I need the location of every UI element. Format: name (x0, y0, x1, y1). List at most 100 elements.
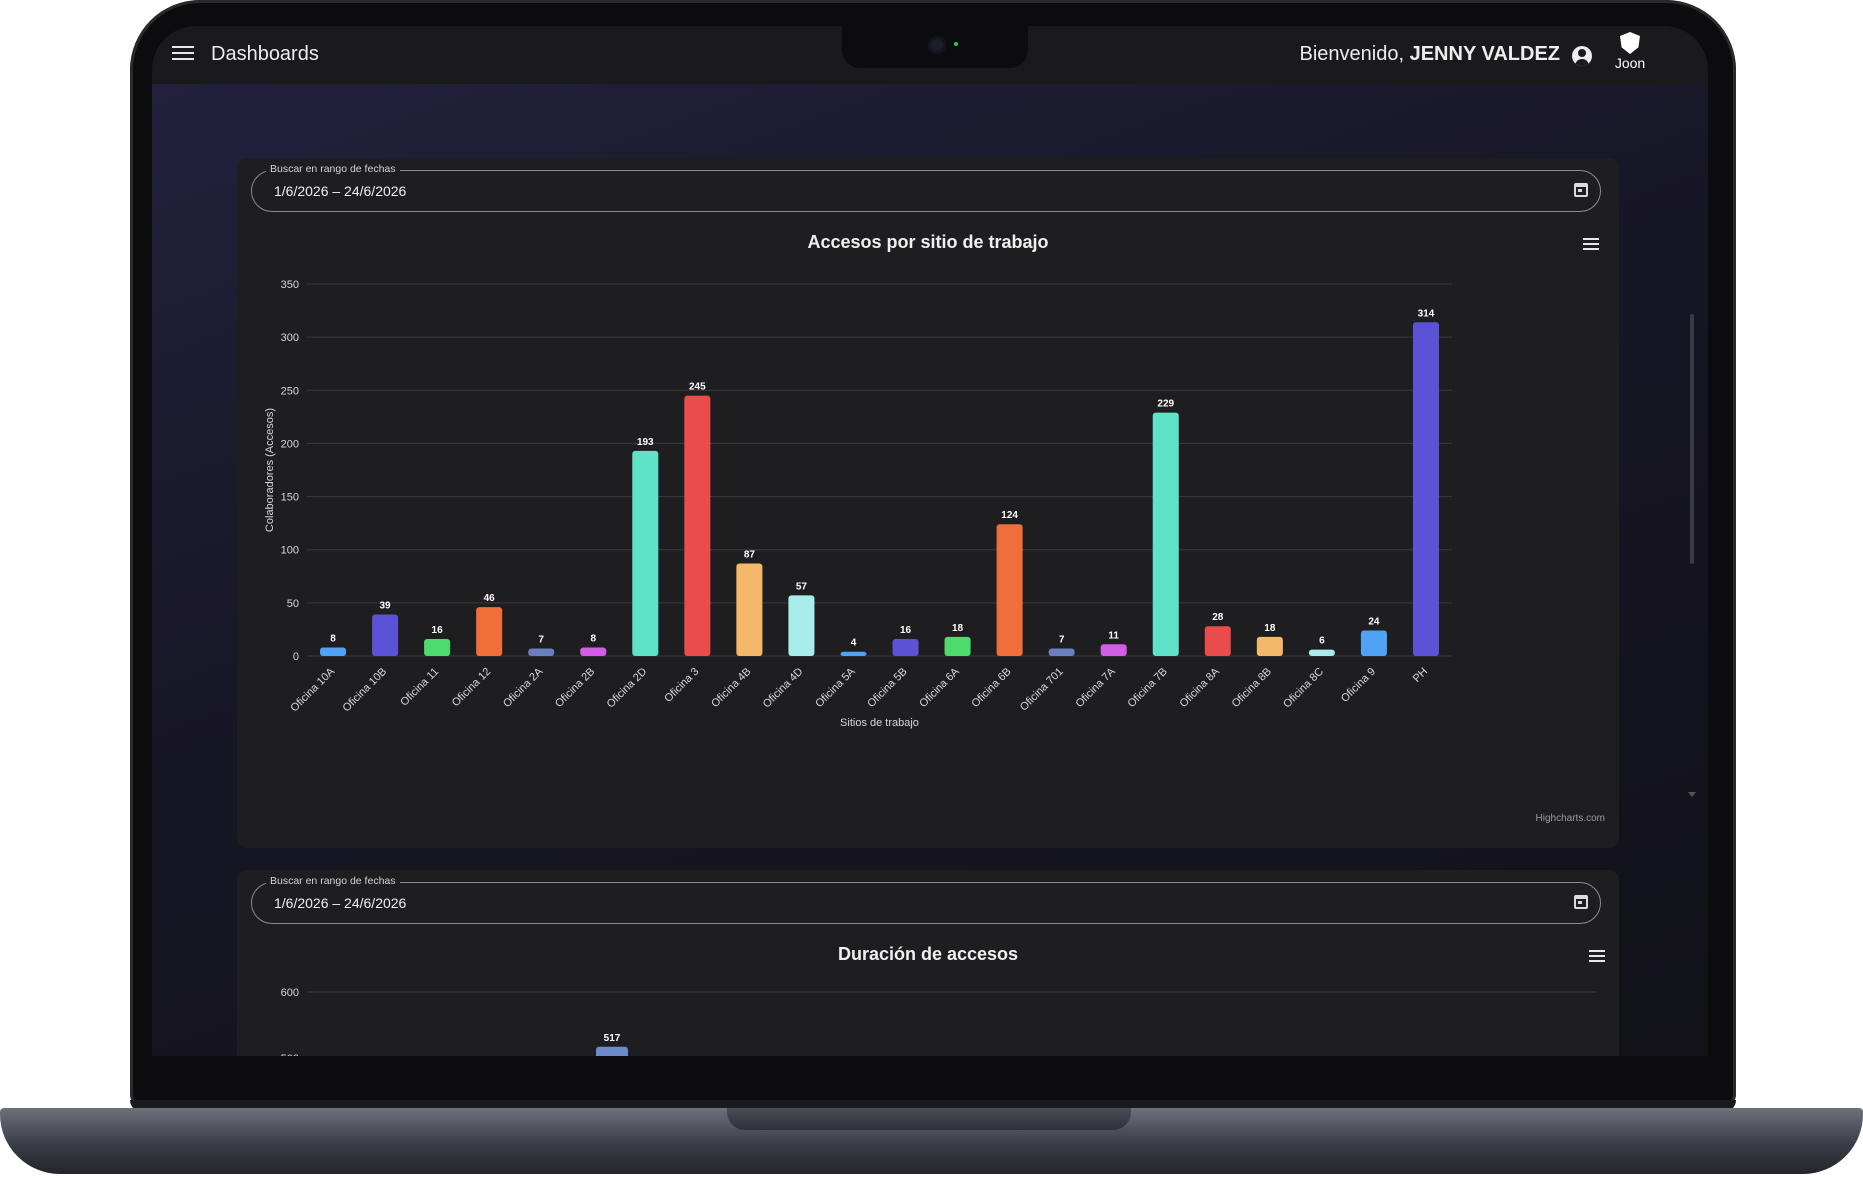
logo-text: Joon (1614, 55, 1646, 71)
welcome-prefix: Bienvenido, (1299, 43, 1405, 65)
y-tick-label: 200 (281, 438, 299, 450)
chart-card-duracion: Buscar en rango de fechas 1/6/2026 – 24/… (237, 870, 1619, 1056)
x-tick-label: Oficina 4D (761, 666, 806, 711)
data-label: 57 (796, 581, 808, 592)
bar (1152, 412, 1179, 656)
data-label: 6 (1319, 636, 1325, 647)
bar (320, 647, 347, 656)
data-label: 314 (1418, 308, 1435, 319)
joon-logo[interactable]: Joon (1610, 32, 1650, 71)
data-label: 18 (1264, 623, 1276, 634)
date-range-field-2[interactable]: Buscar en rango de fechas 1/6/2026 – 24/… (251, 875, 1601, 924)
bar (1308, 649, 1335, 656)
data-label: 24 (1368, 616, 1380, 627)
data-label: 7 (538, 635, 544, 646)
x-tick-label: Oficina 11 (398, 666, 441, 709)
x-tick-label: Oficina 2D (605, 666, 650, 711)
bar (840, 651, 867, 656)
x-tick-label: Oficina 4B (709, 666, 753, 710)
x-tick-label: Oficina 8C (1281, 666, 1326, 711)
data-label: 4 (851, 638, 857, 649)
y-tick-label: 150 (281, 492, 299, 504)
bar (1204, 626, 1231, 656)
bar-chart-duracion: 500 600 517 (281, 987, 1597, 1056)
scroll-down-arrow-icon[interactable] (1688, 792, 1696, 797)
x-tick-label: PH (1411, 666, 1430, 685)
camera-icon (928, 36, 946, 54)
account-circle-icon[interactable] (1572, 46, 1592, 66)
data-label: 229 (1157, 399, 1174, 410)
data-label: 193 (637, 437, 654, 448)
shield-icon (1620, 32, 1640, 54)
x-tick-label: Oficina 5B (865, 666, 909, 710)
bar (580, 647, 607, 656)
x-tick-label: Oficina 6B (969, 666, 1013, 710)
y-tick-label: 300 (281, 332, 299, 344)
camera-led (954, 42, 958, 46)
data-label: 39 (380, 601, 392, 612)
x-tick-label: Oficina 8A (1178, 665, 1223, 710)
bar (476, 607, 503, 656)
bar (944, 636, 971, 656)
data-label: 11 (1108, 630, 1119, 641)
x-tick-label: Oficina 2A (501, 665, 546, 710)
calendar-icon[interactable] (1574, 183, 1588, 197)
y-tick-label: 50 (287, 598, 299, 610)
welcome-message: Bienvenido, JENNY VALDEZ (1300, 43, 1561, 66)
data-label: 517 (604, 1033, 621, 1044)
data-label: 46 (484, 593, 496, 604)
chart-export-menu-icon[interactable] (1589, 950, 1605, 962)
hamburger-menu-icon[interactable] (172, 46, 194, 62)
x-tick-label: Oficina 12 (450, 666, 494, 710)
bar (632, 450, 659, 656)
date-range-value[interactable]: 1/6/2026 – 24/6/2026 (274, 895, 407, 911)
chart-credits[interactable]: Highcharts.com (1535, 813, 1605, 824)
data-label: 16 (900, 625, 912, 636)
main-content: Buscar en rango de fechas 1/6/2026 – 24/… (152, 84, 1708, 1056)
laptop-opening-notch (727, 1108, 1131, 1130)
chart-title: Accesos por sitio de trabajo (807, 232, 1049, 252)
data-label: 87 (744, 550, 756, 561)
x-tick-label: Oficina 7B (1126, 666, 1170, 710)
x-tick-label: Oficina 701 (1018, 666, 1066, 714)
data-label: 18 (952, 623, 964, 634)
bar (996, 524, 1023, 656)
bar-chart-accesos: 0 50 100 150 200 250 300 350 8 Oficina 10A 39 Ofici… (264, 279, 1452, 729)
bar (1412, 322, 1439, 656)
page-title: Dashboards (211, 43, 319, 65)
data-label: 8 (330, 633, 336, 644)
x-tick-label: Oficina 10A (288, 665, 337, 714)
date-range-label: Buscar en rango de fechas (266, 875, 400, 887)
bar (1100, 644, 1127, 656)
bar (788, 595, 815, 656)
y-tick-label: 0 (293, 651, 299, 663)
bar (424, 638, 451, 656)
bar (528, 648, 555, 656)
data-label: 124 (1001, 510, 1018, 521)
date-range-label: Buscar en rango de fechas (266, 163, 400, 175)
chart-card-accesos: Buscar en rango de fechas 1/6/2026 – 24/… (237, 158, 1619, 848)
bar (596, 1046, 628, 1056)
calendar-icon[interactable] (1574, 895, 1588, 909)
chart-export-menu-icon[interactable] (1583, 238, 1599, 250)
screen: Dashboards Bienvenido, JENNY VALDEZ Joon… (152, 26, 1708, 1056)
bar (1048, 648, 1075, 656)
scrollbar[interactable] (1690, 314, 1694, 564)
x-tick-label: Oficina 10B (340, 666, 389, 715)
bar (684, 395, 711, 656)
camera-notch (842, 26, 1028, 68)
chart-title: Duración de accesos (837, 944, 1019, 964)
y-tick-label: 350 (281, 279, 299, 291)
data-label: 245 (689, 382, 706, 393)
x-tick-label: Oficina 9 (1339, 666, 1378, 705)
date-range-field-1[interactable]: Buscar en rango de fechas 1/6/2026 – 24/… (251, 163, 1601, 212)
x-tick-label: Oficina 6A (917, 665, 962, 710)
y-tick-label: 600 (281, 987, 299, 999)
data-label: 16 (432, 625, 444, 636)
bar (1360, 630, 1387, 656)
bar (372, 614, 399, 656)
date-range-value[interactable]: 1/6/2026 – 24/6/2026 (274, 183, 407, 199)
x-tick-label: Oficina 5A (813, 665, 858, 710)
bar (736, 563, 763, 656)
data-label: 8 (590, 633, 596, 644)
